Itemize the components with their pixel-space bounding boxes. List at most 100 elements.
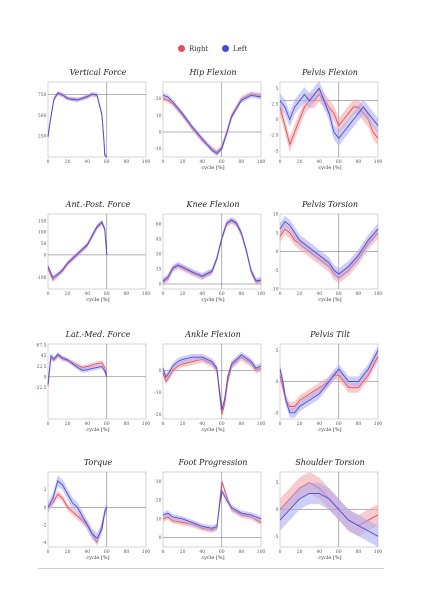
x-tick-label: 0 xyxy=(162,159,165,165)
x-axis-label: cycle [%] xyxy=(86,427,110,433)
x-axis-label: cycle [%] xyxy=(86,555,110,561)
x-tick-label: 0 xyxy=(162,291,165,297)
chart-title: Ankle Flexion xyxy=(185,330,241,339)
series-band-right xyxy=(48,353,107,389)
y-tick-label: -10 xyxy=(271,287,278,293)
y-tick-label: 0 xyxy=(159,130,162,136)
x-tick-label: 20 xyxy=(180,291,186,297)
x-axis-label: cycle [%] xyxy=(201,427,225,433)
y-tick-label: 10 xyxy=(273,212,279,218)
x-tick-label: 100 xyxy=(142,421,151,427)
y-tick-label: 15 xyxy=(156,267,162,273)
y-tick-label: 750 xyxy=(38,92,47,98)
chart-panel: Ant.-Post. Force 0 20 40 60 80 100 150 100 50 0 -10… xyxy=(36,200,158,322)
x-tick-label: 100 xyxy=(257,291,266,297)
chart-title: Torque xyxy=(83,458,113,467)
x-axis-label: cycle [%] xyxy=(86,297,110,303)
x-tick-label: 40 xyxy=(199,159,205,165)
y-tick-label: -5 xyxy=(274,268,279,274)
y-tick-label: 67.5 xyxy=(36,343,46,349)
y-tick-label: 0 xyxy=(159,282,162,288)
x-tick-label: 100 xyxy=(374,291,383,297)
x-tick-label: 60 xyxy=(219,421,225,427)
series-band-right xyxy=(163,478,261,533)
series-line-left xyxy=(162,489,262,529)
y-tick-label: 250 xyxy=(38,134,47,140)
x-tick-label: 0 xyxy=(279,421,282,427)
y-tick-label: 2 xyxy=(44,487,47,493)
x-tick-label: 80 xyxy=(356,421,362,427)
y-tick-label: 0 xyxy=(276,117,279,123)
series-band-left xyxy=(280,215,378,280)
x-tick-label: 40 xyxy=(84,291,90,297)
chart-panel: Vertical Force 0 20 40 60 80 100 250 500 750 xyxy=(38,68,158,190)
plot-frame xyxy=(162,213,262,290)
y-tick-label: 20 xyxy=(156,498,162,504)
y-tick-label: 50 xyxy=(41,241,47,247)
x-tick-label: 0 xyxy=(47,421,50,427)
x-tick-label: 60 xyxy=(104,549,110,555)
x-tick-label: 20 xyxy=(180,549,186,555)
y-tick-label: 500 xyxy=(38,113,47,119)
y-tick-label: 0 xyxy=(276,249,279,255)
x-tick-label: 80 xyxy=(239,291,245,297)
y-tick-label: -22.5 xyxy=(35,385,47,391)
x-tick-label: 0 xyxy=(279,549,282,555)
y-tick-label: -2.5 xyxy=(270,133,279,139)
x-axis-label: cycle [%] xyxy=(318,297,342,303)
chart-title: Foot Progression xyxy=(178,458,248,467)
x-tick-label: 20 xyxy=(65,549,71,555)
x-tick-label: 40 xyxy=(316,421,322,427)
y-tick-label: 60 xyxy=(156,222,162,228)
legend: Right Left xyxy=(0,41,423,57)
chart-panel: Pelvis Flexion 0 20 40 60 80 100 5 2.5 0 -2.5 -5 cyc… xyxy=(270,68,390,190)
chart-title: Pelvis Torsion xyxy=(301,200,359,209)
x-tick-label: 20 xyxy=(65,159,71,165)
chart-title: Lat.-Med. Force xyxy=(65,330,131,339)
x-tick-label: 80 xyxy=(124,159,130,165)
y-tick-label: 10 xyxy=(156,113,162,119)
x-tick-label: 20 xyxy=(297,421,303,427)
y-tick-label: 20 xyxy=(156,96,162,102)
chart-panel: Lat.-Med. Force 0 20 40 60 80 100 67.5 45 22.5 0 -2… xyxy=(35,330,158,452)
x-tick-label: 80 xyxy=(239,159,245,165)
x-tick-label: 0 xyxy=(279,291,282,297)
y-tick-label: -20 xyxy=(154,412,161,418)
y-tick-label: 0 xyxy=(276,507,279,513)
x-tick-label: 40 xyxy=(316,549,322,555)
y-tick-label: 30 xyxy=(156,252,162,258)
x-tick-label: 80 xyxy=(356,291,362,297)
x-tick-label: 40 xyxy=(316,159,322,165)
plot-frame xyxy=(162,81,262,158)
x-tick-label: 40 xyxy=(84,159,90,165)
x-axis-label: cycle [%] xyxy=(201,165,225,171)
x-tick-label: 100 xyxy=(374,549,383,555)
plot-frame xyxy=(162,471,262,548)
legend-label-left: Left xyxy=(233,45,248,53)
x-tick-label: 40 xyxy=(199,549,205,555)
x-tick-label: 100 xyxy=(374,159,383,165)
x-tick-label: 80 xyxy=(239,549,245,555)
series-line-left xyxy=(47,221,108,279)
chart-panel: Ankle Flexion 0 20 40 60 80 100 0 -10 -20 cycle [%… xyxy=(153,330,273,452)
series-line-left xyxy=(162,94,262,155)
series-band-left xyxy=(280,482,378,547)
y-tick-label: 5 xyxy=(276,230,279,236)
series-line-left xyxy=(162,354,262,411)
x-tick-label: 100 xyxy=(142,291,151,297)
x-tick-label: 60 xyxy=(336,549,342,555)
x-tick-label: 100 xyxy=(374,421,383,427)
bottom-rule xyxy=(38,568,384,569)
y-tick-label: -4 xyxy=(42,540,47,546)
series-band-left xyxy=(48,90,107,160)
chart-title: Hip Flexion xyxy=(189,68,237,77)
y-tick-label: 22.5 xyxy=(36,364,46,370)
x-tick-label: 40 xyxy=(199,421,205,427)
y-tick-label: -5 xyxy=(274,410,279,416)
x-tick-label: 80 xyxy=(124,291,130,297)
y-tick-label: 45 xyxy=(156,237,162,243)
x-tick-label: 20 xyxy=(180,421,186,427)
y-tick-label: -100 xyxy=(36,275,46,281)
